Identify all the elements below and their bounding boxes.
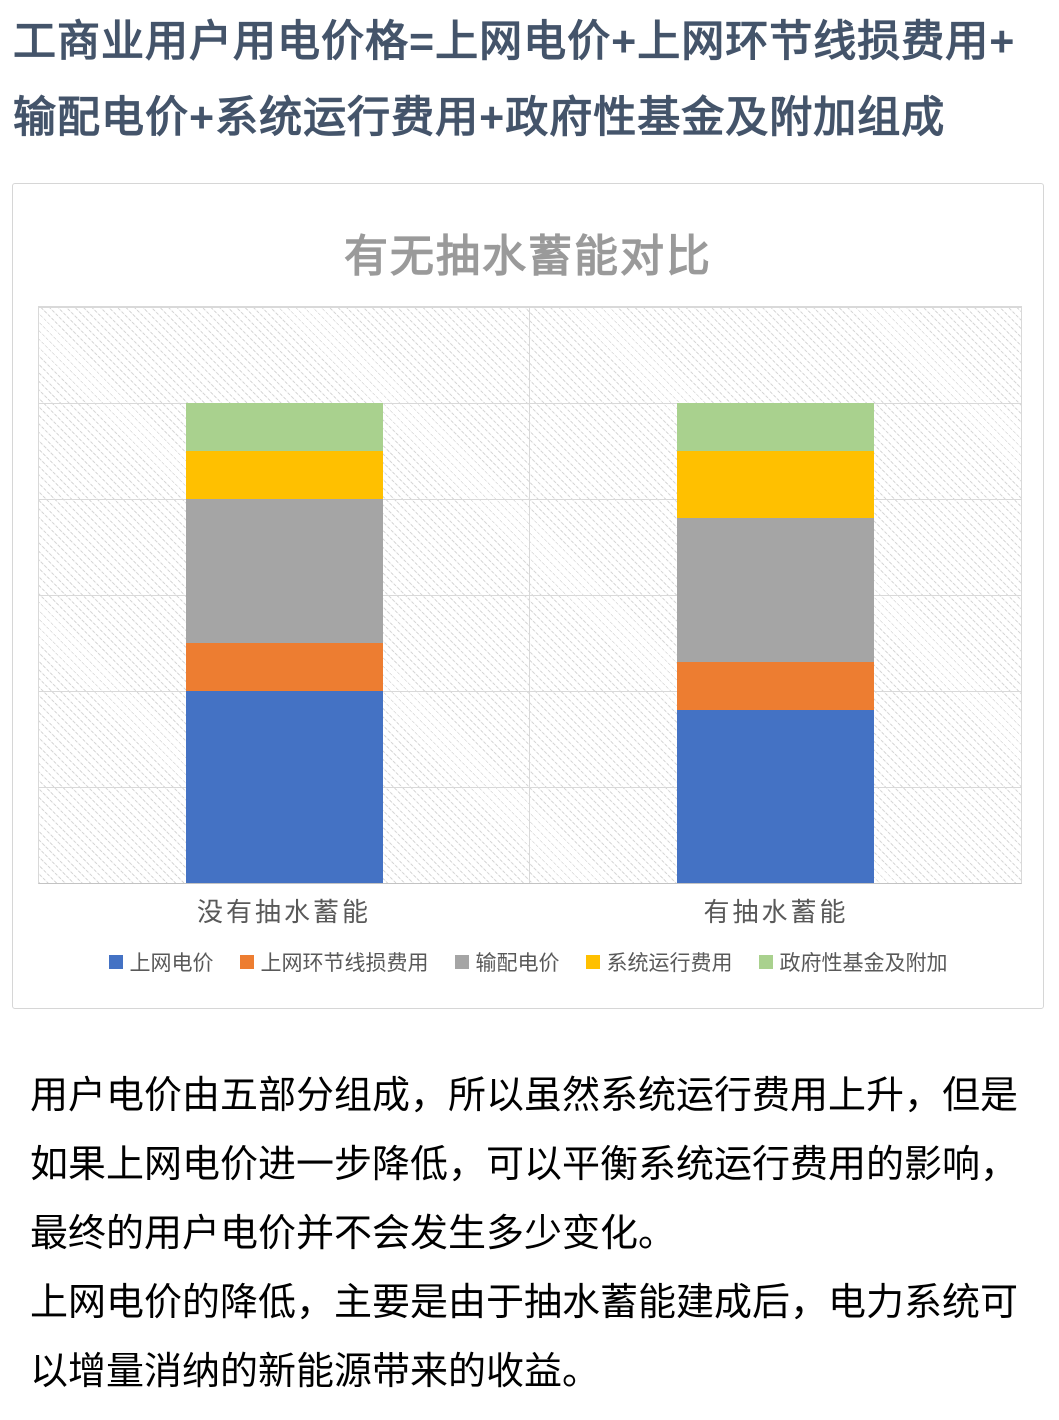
- bar-segment: [676, 451, 875, 519]
- text-line: 如果上网电价进一步降低，可以平衡系统运行费用的影响，: [30, 1144, 1019, 1186]
- bar-segment: [185, 643, 384, 691]
- bar-segment: [185, 499, 384, 643]
- bar-segment: [185, 691, 384, 883]
- bar-segment: [185, 451, 384, 499]
- chart-card: 有无抽水蓄能对比 没有抽水蓄能 有抽水蓄能 上网电价 上网环节线损费用 输配电价 系统…: [12, 183, 1044, 1009]
- plot-area: [38, 306, 1022, 884]
- bar-segment: [676, 710, 875, 883]
- legend-item: 输配电价: [454, 947, 560, 977]
- page-title: 工商业用户用电价格=上网电价+上网环节线损费用+ 输配电价+系统运行费用+政府性…: [13, 4, 1047, 156]
- legend-label: 上网电价: [129, 952, 214, 975]
- body-text: 用户电价由五部分组成，所以虽然系统运行费用上升，但是 如果上网电价进一步降低，可…: [30, 1062, 1040, 1407]
- category-label: 没有抽水蓄能: [196, 897, 371, 927]
- category-cell: [530, 307, 1021, 883]
- legend-swatch-icon: [454, 955, 469, 969]
- legend-swatch-icon: [108, 955, 123, 969]
- text-line: 用户电价由五部分组成，所以虽然系统运行费用上升，但是: [30, 1075, 1019, 1117]
- stacked-bar: [185, 403, 384, 883]
- chart-legend: 上网电价 上网环节线损费用 输配电价 系统运行费用 政府性基金及附加: [13, 947, 1043, 977]
- category-cell: [39, 307, 530, 883]
- category-axis-labels: 没有抽水蓄能 有抽水蓄能: [38, 892, 1022, 929]
- chart-title: 有无抽水蓄能对比: [344, 232, 712, 281]
- bar-segment: [185, 403, 384, 451]
- page-title-line: 输配电价+系统运行费用+政府性基金及附加组成: [13, 94, 946, 142]
- page-title-line: 工商业用户用电价格=上网电价+上网环节线损费用+: [13, 18, 1016, 66]
- legend-swatch-icon: [239, 955, 254, 969]
- bar-segment: [676, 403, 875, 451]
- legend-label: 系统运行费用: [606, 952, 733, 975]
- bar-segment: [676, 518, 875, 663]
- legend-item: 上网环节线损费用: [239, 947, 429, 977]
- category-label: 有抽水蓄能: [703, 897, 849, 927]
- legend-label: 输配电价: [475, 952, 560, 975]
- legend-item: 政府性基金及附加: [758, 947, 948, 977]
- legend-swatch-icon: [758, 955, 773, 969]
- legend-item: 上网电价: [108, 947, 214, 977]
- legend-swatch-icon: [585, 955, 600, 969]
- stacked-bar: [676, 403, 875, 883]
- text-line: 最终的用户电价并不会发生多少变化。: [30, 1213, 677, 1255]
- bar-segment: [676, 662, 875, 711]
- text-line: 以增量消纳的新能源带来的收益。: [30, 1351, 601, 1393]
- legend-label: 上网环节线损费用: [260, 952, 429, 975]
- text-line: 上网电价的降低，主要是由于抽水蓄能建成后，电力系统可: [30, 1282, 1019, 1324]
- legend-label: 政府性基金及附加: [779, 952, 948, 975]
- legend-item: 系统运行费用: [585, 947, 733, 977]
